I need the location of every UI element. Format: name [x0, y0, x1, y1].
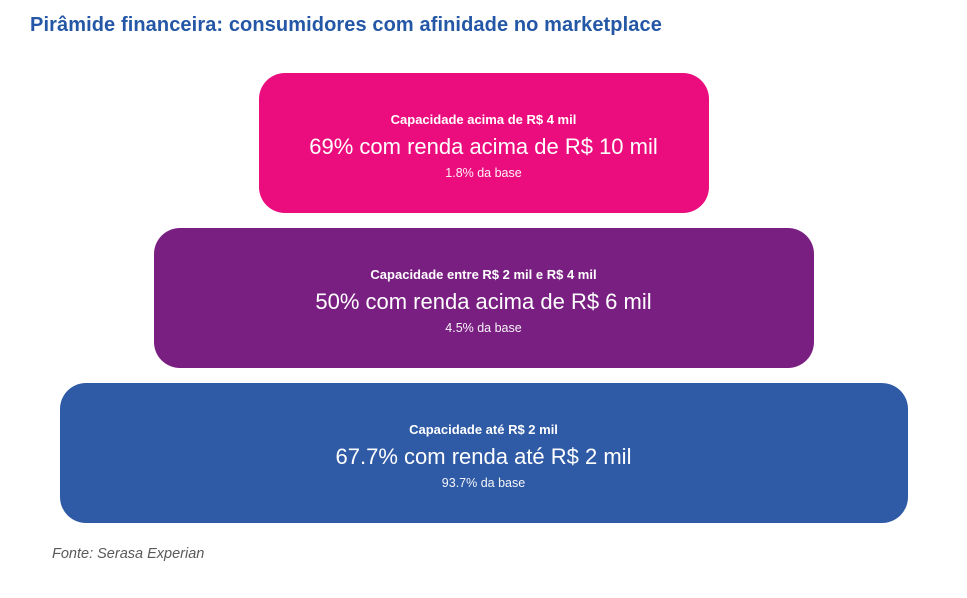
tier-middle-base-share: 4.5% da base	[445, 320, 522, 335]
tier-top-headline: 69% com renda acima de R$ 10 mil	[309, 134, 658, 160]
tier-top-base-share: 1.8% da base	[445, 165, 522, 180]
source-note: Fonte: Serasa Experian	[52, 546, 205, 562]
tier-bottom-capacity-label: Capacidade até R$ 2 mil	[409, 422, 558, 438]
tier-bottom-headline: 67.7% com renda até R$ 2 mil	[335, 444, 632, 470]
pyramid-chart: Capacidade acima de R$ 4 mil 69% com ren…	[0, 73, 967, 523]
pyramid-tier-bottom: Capacidade até R$ 2 mil 67.7% com renda …	[59, 383, 908, 523]
pyramid-tier-top: Capacidade acima de R$ 4 mil 69% com ren…	[258, 73, 709, 213]
tier-top-capacity-label: Capacidade acima de R$ 4 mil	[390, 112, 577, 128]
page-title: Pirâmide financeira: consumidores com af…	[30, 14, 662, 36]
tier-middle-capacity-label: Capacidade entre R$ 2 mil e R$ 4 mil	[370, 267, 597, 283]
tier-bottom-base-share: 93.7% da base	[441, 475, 526, 490]
pyramid-tier-middle: Capacidade entre R$ 2 mil e R$ 4 mil 50%…	[153, 228, 814, 368]
tier-middle-headline: 50% com renda acima de R$ 6 mil	[315, 289, 652, 315]
